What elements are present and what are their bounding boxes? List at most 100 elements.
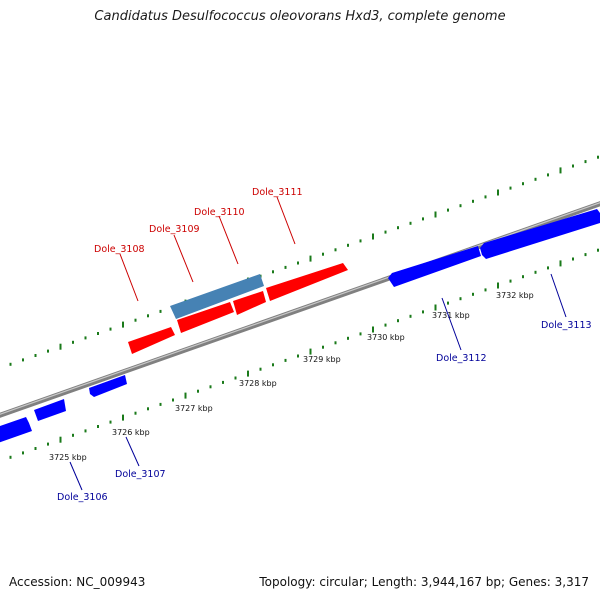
upper-tick-mark — [559, 167, 562, 174]
leader-line-dole-3108 — [119, 253, 139, 302]
upper-tick-mark — [122, 321, 124, 328]
gene-arrow-dole-3106-part2[interactable] — [34, 399, 66, 421]
upper-tick-mark — [34, 354, 37, 357]
lower-tick-mark — [72, 433, 74, 437]
lower-tick-mark — [397, 319, 399, 323]
lower-tick-mark — [197, 389, 199, 393]
gene-arrow-dole-3111[interactable] — [266, 263, 348, 301]
lower-tick-mark — [84, 429, 87, 433]
upper-tick-mark — [359, 239, 362, 243]
lower-tick-mark — [97, 425, 99, 428]
upper-tick-mark — [22, 358, 24, 362]
upper-tick-mark — [322, 252, 324, 256]
leader-line-dole-3113 — [550, 273, 567, 318]
upper-tick-mark — [59, 343, 62, 350]
gene-arrow-dole-3106-part1[interactable] — [0, 417, 32, 443]
upper-tick-mark — [84, 336, 87, 340]
upper-tick-mark — [297, 261, 299, 265]
lower-tick-mark — [259, 367, 262, 371]
upper-tick-mark — [447, 208, 449, 212]
tick-label: 3730 kbp — [367, 333, 405, 342]
genome-info-text: Topology: circular; Length: 3,944,167 bp… — [259, 575, 589, 589]
lower-tick-mark — [497, 282, 499, 289]
gene-label-dole-3112[interactable]: Dole_3112 — [436, 353, 487, 364]
lower-tick-mark — [347, 336, 349, 340]
genome-backbone-highlight — [0, 202, 600, 415]
upper-tick-mark — [459, 204, 462, 208]
lower-tick-mark — [134, 411, 137, 415]
tick-label: 3728 kbp — [239, 379, 277, 388]
gene-label-dole-3113[interactable]: Dole_3113 — [541, 320, 592, 331]
lower-tick-mark — [159, 402, 162, 406]
lower-tick-mark — [522, 275, 524, 279]
lower-tick-mark — [122, 414, 124, 421]
upper-tick-mark — [509, 186, 512, 190]
tick-label: 3727 kbp — [175, 404, 213, 413]
gene-arrow-dole-3109[interactable] — [170, 274, 264, 319]
lower-tick-mark — [372, 326, 374, 333]
gene-label-dole-3111[interactable]: Dole_3111 — [252, 187, 303, 198]
lower-tick-mark — [47, 442, 49, 446]
lower-tick-mark — [484, 288, 487, 292]
lower-tick-mark — [184, 392, 187, 399]
lower-tick-mark — [109, 420, 112, 424]
gene-label-dole-3106[interactable]: Dole_3106 — [57, 492, 108, 503]
upper-tick-mark — [534, 177, 537, 181]
gene-arrow-dole-3113[interactable] — [480, 209, 600, 259]
upper-tick-mark — [422, 217, 424, 221]
gene-label-dole-3108[interactable]: Dole_3108 — [94, 244, 145, 255]
upper-tick-mark — [384, 230, 387, 234]
upper-tick-mark — [472, 199, 474, 203]
tick-label: 3726 kbp — [112, 428, 150, 437]
gene-arrow-dole-3108[interactable] — [128, 327, 175, 354]
lower-tick-mark — [222, 380, 224, 384]
gene-label-dole-3107[interactable]: Dole_3107 — [115, 469, 166, 480]
leader-line-dole-3107 — [125, 436, 140, 467]
leader-line-dole-3112 — [441, 297, 462, 351]
lower-tick-mark — [209, 385, 212, 389]
lower-tick-mark — [534, 270, 537, 274]
lower-tick-mark — [147, 407, 149, 411]
lower-tick-mark — [22, 451, 24, 455]
lower-tick-mark — [459, 297, 462, 301]
upper-tick-mark — [434, 211, 437, 218]
gene-label-dole-3110[interactable]: Dole_3110 — [194, 207, 245, 218]
upper-tick-mark — [522, 182, 524, 186]
lower-tick-mark — [59, 436, 62, 443]
map-title: Candidatus Desulfococcus oleovorans Hxd3… — [94, 9, 506, 24]
gene-arrow-dole-3110-part2[interactable] — [233, 291, 266, 315]
upper-tick-mark — [147, 314, 149, 318]
lower-tick-mark — [284, 358, 287, 362]
upper-tick-mark — [497, 189, 499, 196]
upper-tick-mark — [272, 270, 274, 274]
lower-tick-mark — [247, 370, 249, 377]
lower-tick-mark — [584, 253, 587, 257]
upper-tick-mark — [547, 173, 549, 177]
lower-tick-mark — [309, 348, 312, 355]
upper-tick-mark — [47, 349, 49, 353]
gene-features — [0, 209, 600, 443]
lower-tick-mark — [172, 398, 174, 402]
upper-tick-mark — [572, 164, 574, 168]
tick-label: 3732 kbp — [496, 291, 534, 300]
upper-tick-mark — [597, 155, 599, 159]
accession-text: Accession: NC_009943 — [9, 575, 146, 589]
gene-labels: Dole_3106 Dole_3107 Dole_3108 Dole_3109 … — [57, 187, 592, 503]
lower-tick-mark — [234, 376, 237, 380]
leader-line-dole-3111 — [276, 196, 296, 245]
gene-arrow-dole-3107[interactable] — [89, 375, 127, 397]
gene-arrow-dole-3110-part1[interactable] — [177, 302, 234, 333]
upper-tick-mark — [334, 248, 337, 252]
lower-tick-mark — [34, 447, 37, 450]
gene-arrow-dole-3112[interactable] — [388, 246, 481, 287]
upper-tick-mark — [309, 255, 312, 262]
lower-tick-mark — [447, 301, 449, 305]
gene-label-dole-3109[interactable]: Dole_3109 — [149, 224, 200, 235]
upper-tick-mark — [9, 362, 12, 366]
lower-tick-mark — [559, 260, 562, 267]
lower-tick-mark — [384, 323, 387, 327]
lower-tick-mark — [272, 363, 274, 367]
upper-tick-mark — [134, 318, 137, 322]
leader-line-dole-3109 — [173, 234, 194, 283]
